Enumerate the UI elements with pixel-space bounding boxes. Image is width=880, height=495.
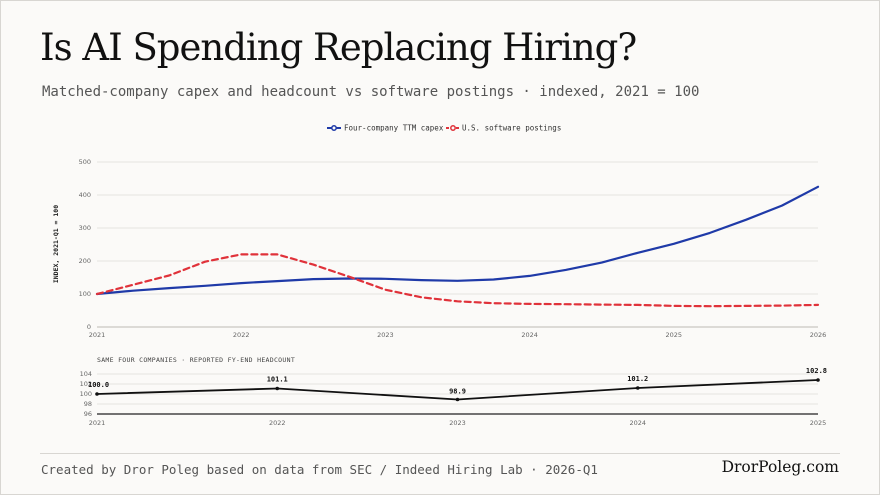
headcount-point (95, 392, 99, 396)
main-y-tick-label: 200 (79, 257, 91, 265)
headcount-data-label: 101.1 (267, 376, 288, 384)
main-y-tick-label: 500 (79, 158, 91, 166)
headcount-point (635, 386, 640, 390)
main-x-ticks: 2021 2022 2023 2024 2025 2026 (89, 331, 827, 339)
headcount-x-tick-label: 2025 (810, 419, 827, 427)
main-x-tick-label: 2023 (377, 331, 394, 339)
headcount-x-tick-label: 2022 (269, 419, 286, 427)
headcount-y-tick-label: 102 (80, 380, 92, 388)
headcount-point (455, 397, 460, 402)
headcount-x-ticks: 2021 2022 2023 2024 2025 (89, 419, 827, 427)
postings-series-line (95, 253, 820, 308)
brand-link[interactable]: DrorPoleg.com (721, 458, 839, 476)
headcount-point (816, 378, 820, 382)
legend-capex-marker (331, 125, 337, 131)
legend: Four-company TTM capex U.S. software pos… (327, 124, 561, 133)
main-y-tick-label: 100 (79, 290, 91, 298)
footer-divider (40, 453, 840, 454)
headcount-x-tick-label: 2024 (629, 419, 646, 427)
headcount-y-tick-label: 98 (84, 400, 92, 408)
legend-capex-label: Four-company TTM capex (344, 124, 444, 133)
headcount-data-label: 102.8 (806, 367, 827, 375)
main-x-tick-label: 2025 (666, 331, 683, 339)
legend-postings-marker (450, 125, 456, 131)
main-x-tick-label: 2026 (810, 331, 827, 339)
capex-series-line (95, 185, 820, 296)
page-subtitle: Matched-company capex and headcount vs s… (42, 84, 700, 100)
headcount-x-tick-label: 2021 (89, 419, 106, 427)
main-grid (97, 161, 818, 328)
main-x-tick-label: 2021 (89, 331, 106, 339)
main-series (95, 185, 820, 308)
headcount-point (275, 386, 280, 391)
headcount-y-tick-label: 104 (80, 370, 92, 378)
headcount-y-tick-label: 100 (80, 390, 92, 398)
main-y-tick-label: 0 (87, 323, 91, 331)
main-y-tick-label: 400 (79, 191, 91, 199)
source-note: Created by Dror Poleg based on data from… (41, 462, 598, 477)
headcount-grid (97, 373, 818, 415)
main-y-axis-label: INDEX, 2021-Q1 = 100 (52, 205, 60, 283)
main-x-tick-label: 2024 (521, 331, 538, 339)
legend-postings-label: U.S. software postings (462, 124, 561, 133)
headcount-data-label: 100.0 (88, 381, 109, 389)
headcount-x-tick-label: 2023 (449, 419, 466, 427)
main-y-ticks: 0 100 200 300 400 500 (79, 158, 91, 331)
main-y-tick-label: 300 (79, 224, 91, 232)
headcount-y-tick-label: 96 (84, 410, 92, 418)
headcount-panel-title: SAME FOUR COMPANIES · REPORTED FY-END HE… (97, 356, 295, 364)
headcount-series: 100.0 101.1 98.9 101.2 102.8 (88, 367, 827, 402)
headcount-data-label: 101.2 (627, 375, 648, 383)
page-title: Is AI Spending Replacing Hiring? (40, 26, 637, 69)
headcount-data-label: 98.9 (449, 388, 466, 396)
headcount-y-ticks: 96 98 100 102 104 (80, 370, 92, 418)
main-x-tick-label: 2022 (233, 331, 250, 339)
